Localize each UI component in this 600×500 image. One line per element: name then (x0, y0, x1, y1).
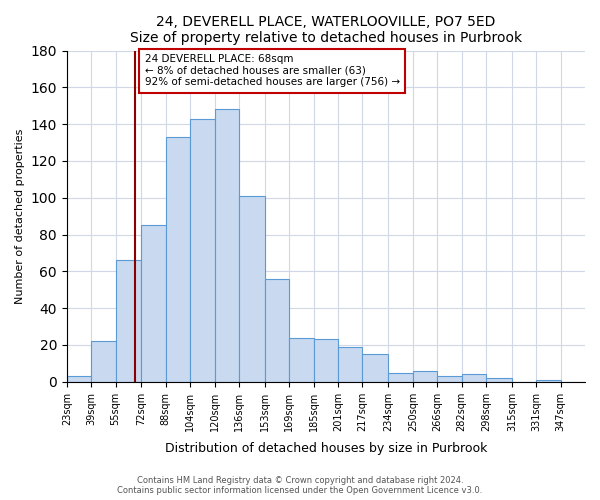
Bar (239, 196, 265, 382)
Bar (289, 338, 314, 382)
Bar (91, 342, 116, 382)
Bar (215, 110, 239, 382)
Bar (362, 354, 388, 382)
Bar (461, 374, 486, 382)
Bar (166, 137, 190, 382)
Bar (265, 278, 289, 382)
Bar (338, 347, 362, 382)
Bar (388, 372, 413, 382)
Bar (142, 226, 166, 382)
Bar (486, 378, 512, 382)
Bar (314, 340, 338, 382)
Bar (413, 370, 437, 382)
X-axis label: Distribution of detached houses by size in Purbrook: Distribution of detached houses by size … (165, 442, 487, 455)
Bar (437, 376, 461, 382)
Bar (116, 260, 142, 382)
Bar (536, 380, 560, 382)
Y-axis label: Number of detached properties: Number of detached properties (15, 128, 25, 304)
Bar (67, 376, 91, 382)
Text: Contains HM Land Registry data © Crown copyright and database right 2024.
Contai: Contains HM Land Registry data © Crown c… (118, 476, 482, 495)
Text: 24 DEVERELL PLACE: 68sqm
← 8% of detached houses are smaller (63)
92% of semi-de: 24 DEVERELL PLACE: 68sqm ← 8% of detache… (145, 54, 400, 88)
Title: 24, DEVERELL PLACE, WATERLOOVILLE, PO7 5ED
Size of property relative to detached: 24, DEVERELL PLACE, WATERLOOVILLE, PO7 5… (130, 15, 522, 45)
Bar (190, 118, 215, 382)
